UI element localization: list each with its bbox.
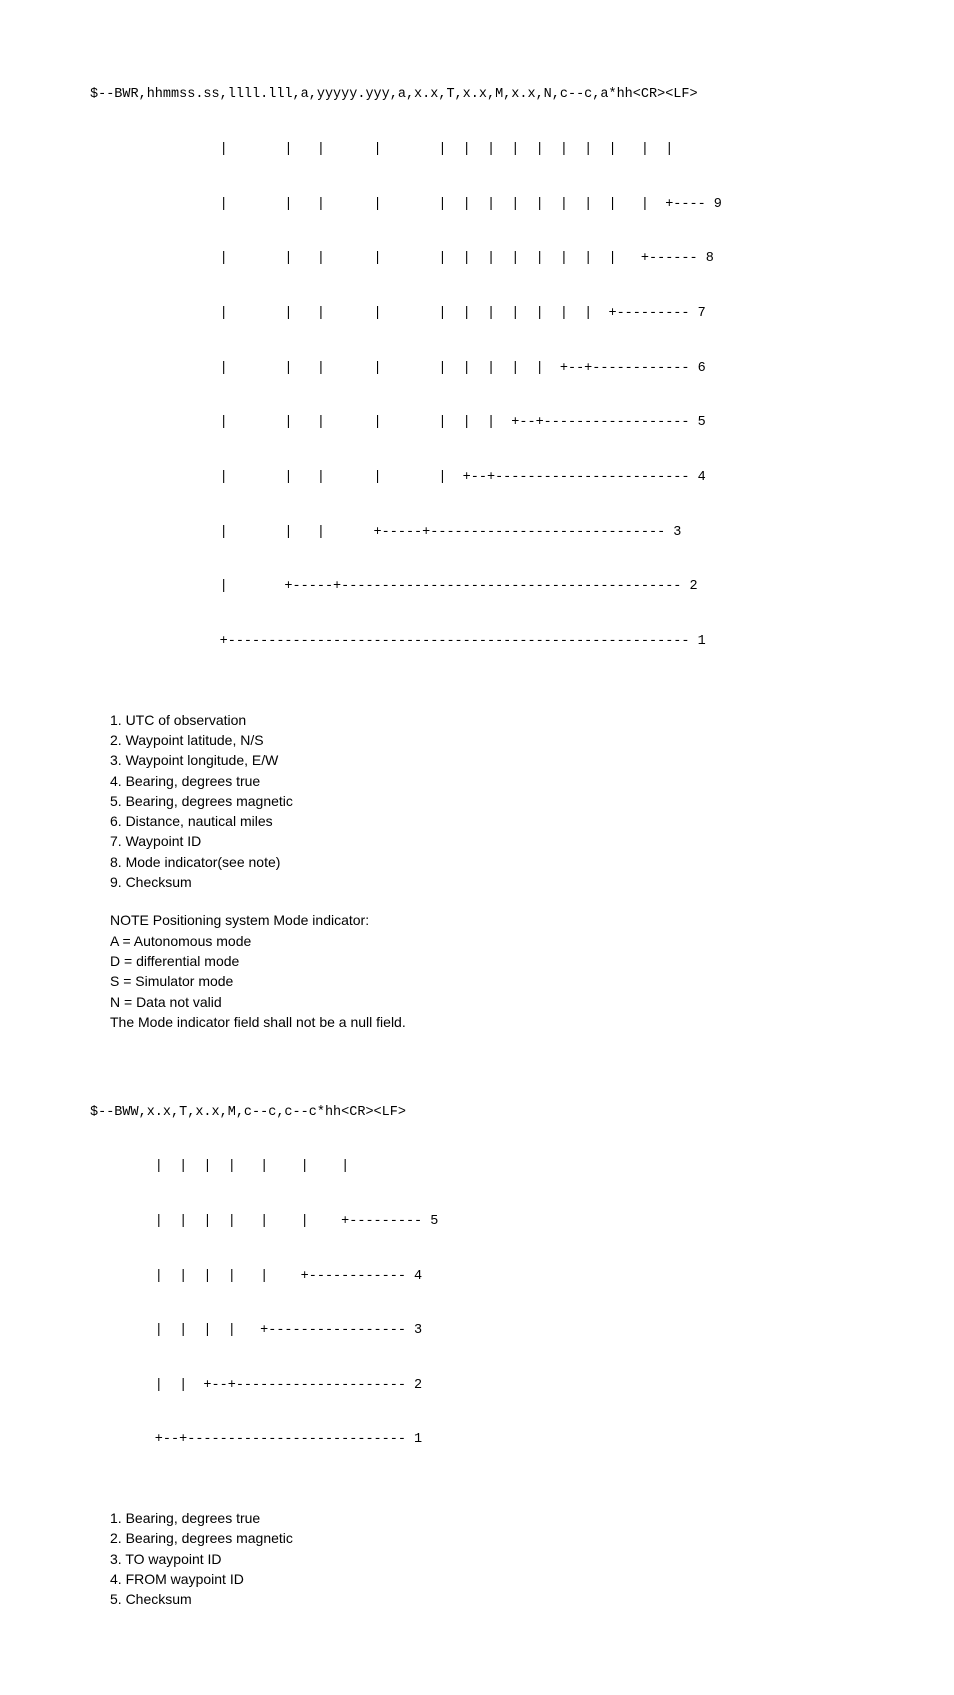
bwr-diagram-line: +---------------------------------------… bbox=[90, 633, 864, 651]
note-line: The Mode indicator field shall not be a … bbox=[110, 1012, 864, 1032]
list-item: 5. Checksum bbox=[110, 1589, 864, 1609]
list-item: 1. Bearing, degrees true bbox=[110, 1508, 864, 1528]
list-item: 7. Waypoint ID bbox=[110, 831, 864, 851]
bwr-diagram-line: | | | | | | | | | +--+------------ 6 bbox=[90, 360, 864, 378]
bwr-diagram-line: | +-----+-------------------------------… bbox=[90, 578, 864, 596]
list-item: 4. Bearing, degrees true bbox=[110, 771, 864, 791]
list-item: 1. UTC of observation bbox=[110, 710, 864, 730]
bwr-diagram-line: | | | | | | | | | | | +--------- 7 bbox=[90, 305, 864, 323]
list-item: 9. Checksum bbox=[110, 872, 864, 892]
bww-diagram-line: | | | | | | +--------- 5 bbox=[90, 1213, 864, 1231]
list-item: 2. Bearing, degrees magnetic bbox=[110, 1528, 864, 1548]
bww-header: $--BWW,x.x,T,x.x,M,c--c,c--c*hh<CR><LF> bbox=[90, 1104, 864, 1122]
note-title: NOTE Positioning system Mode indicator: bbox=[110, 910, 864, 930]
note-line: A = Autonomous mode bbox=[110, 931, 864, 951]
list-item: 4. FROM waypoint ID bbox=[110, 1569, 864, 1589]
bwr-diagram-line: | | | +-----+---------------------------… bbox=[90, 524, 864, 542]
list-item: 2. Waypoint latitude, N/S bbox=[110, 730, 864, 750]
bwr-field-list: 1. UTC of observation 2. Waypoint latitu… bbox=[90, 710, 864, 893]
bww-diagram: $--BWW,x.x,T,x.x,M,c--c,c--c*hh<CR><LF> … bbox=[90, 1067, 864, 1486]
bwr-diagram-line: | | | | | | | | | | | | | | bbox=[90, 141, 864, 159]
list-item: 3. TO waypoint ID bbox=[110, 1549, 864, 1569]
bwr-diagram-line: | | | | | +--+------------------------ 4 bbox=[90, 469, 864, 487]
bww-diagram-line: | | | | +----------------- 3 bbox=[90, 1322, 864, 1340]
bww-field-list: 1. Bearing, degrees true 2. Bearing, deg… bbox=[90, 1508, 864, 1609]
bww-diagram-line: | | +--+--------------------- 2 bbox=[90, 1377, 864, 1395]
note-line: S = Simulator mode bbox=[110, 971, 864, 991]
list-item: 6. Distance, nautical miles bbox=[110, 811, 864, 831]
list-item: 5. Bearing, degrees magnetic bbox=[110, 791, 864, 811]
bww-diagram-line: | | | | | +------------ 4 bbox=[90, 1268, 864, 1286]
list-item: 3. Waypoint longitude, E/W bbox=[110, 750, 864, 770]
bwr-diagram: $--BWR,hhmmss.ss,llll.lll,a,yyyyy.yyy,a,… bbox=[90, 50, 864, 688]
list-item: 8. Mode indicator(see note) bbox=[110, 852, 864, 872]
bww-diagram-line: +--+--------------------------- 1 bbox=[90, 1431, 864, 1449]
note-line: N = Data not valid bbox=[110, 992, 864, 1012]
bww-section: $--BWW,x.x,T,x.x,M,c--c,c--c*hh<CR><LF> … bbox=[90, 1067, 864, 1610]
note-line: D = differential mode bbox=[110, 951, 864, 971]
bwr-note: NOTE Positioning system Mode indicator: … bbox=[90, 910, 864, 1032]
bwr-diagram-line: | | | | | | | +--+------------------ 5 bbox=[90, 414, 864, 432]
bwr-diagram-line: | | | | | | | | | | | | +------ 8 bbox=[90, 250, 864, 268]
bwr-section: $--BWR,hhmmss.ss,llll.lll,a,yyyyy.yyy,a,… bbox=[90, 50, 864, 1032]
bww-diagram-line: | | | | | | | bbox=[90, 1158, 864, 1176]
bwr-diagram-line: | | | | | | | | | | | | | +---- 9 bbox=[90, 196, 864, 214]
bwr-header: $--BWR,hhmmss.ss,llll.lll,a,yyyyy.yyy,a,… bbox=[90, 86, 864, 104]
